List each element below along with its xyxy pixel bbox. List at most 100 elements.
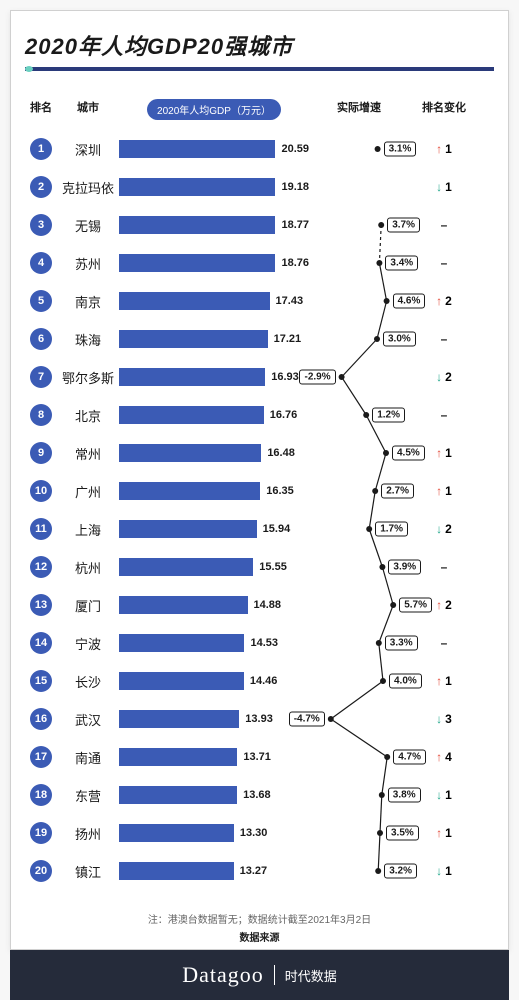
no-change-icon: – — [441, 560, 448, 574]
rank-cell: 3 — [25, 214, 57, 236]
gdp-value: 13.68 — [243, 789, 271, 801]
change-cell: ↓1 — [409, 180, 479, 194]
no-change-icon: – — [441, 636, 448, 650]
change-value: 1 — [445, 180, 452, 194]
city-name: 杭州 — [57, 558, 119, 577]
gdp-bar — [119, 558, 253, 576]
gdp-value: 13.27 — [240, 865, 268, 877]
bar-wrap: 17.43 — [119, 292, 309, 310]
gdp-bar — [119, 520, 257, 538]
table-row: 10广州16.352.7%↑1 — [25, 472, 494, 510]
gdp-value: 15.55 — [259, 561, 287, 573]
gdp-bar — [119, 786, 237, 804]
bar-wrap: 15.94 — [119, 520, 309, 538]
gdp-value: 13.71 — [243, 751, 271, 763]
bar-cell: 19.18 — [119, 178, 309, 196]
bar-cell: 13.93 — [119, 710, 309, 728]
bar-wrap: 14.53 — [119, 634, 309, 652]
city-name: 无锡 — [57, 216, 119, 235]
change-value: 1 — [445, 826, 452, 840]
change-cell: ↓2 — [409, 370, 479, 384]
rank-badge: 7 — [30, 366, 52, 388]
city-cell: 克拉玛依 — [57, 178, 119, 197]
hdr-city: 城市 — [57, 99, 119, 120]
bar-wrap: 19.18 — [119, 178, 309, 196]
change-cell: – — [409, 332, 479, 346]
city-cell: 南通 — [57, 748, 119, 767]
rank-badge: 3 — [30, 214, 52, 236]
city-cell: 宁波 — [57, 634, 119, 653]
rank-badge: 11 — [30, 518, 52, 540]
city-name: 南通 — [57, 748, 119, 767]
change-value: 1 — [445, 674, 452, 688]
rank-cell: 8 — [25, 404, 57, 426]
rank-badge: 8 — [30, 404, 52, 426]
rank-cell: 2 — [25, 176, 57, 198]
bar-cell: 13.68 — [119, 786, 309, 804]
city-cell: 扬州 — [57, 824, 119, 843]
table-row: 16武汉13.93-4.7%↓3 — [25, 700, 494, 738]
arrow-down-icon: ↓ — [436, 712, 442, 726]
footer-brand: Datagoo — [182, 962, 264, 988]
gdp-value: 16.93 — [271, 371, 299, 383]
change-value: 1 — [445, 484, 452, 498]
arrow-up-icon: ↑ — [436, 750, 442, 764]
gdp-bar — [119, 330, 268, 348]
bar-cell: 13.30 — [119, 824, 309, 842]
title-underline — [25, 67, 494, 71]
change-cell: ↓1 — [409, 864, 479, 878]
bar-wrap: 13.68 — [119, 786, 309, 804]
bar-cell: 16.76 — [119, 406, 309, 424]
arrow-up-icon: ↑ — [436, 598, 442, 612]
arrow-up-icon: ↑ — [436, 142, 442, 156]
column-headers: 排名 城市 2020年人均GDP（万元） 实际增速 排名变化 — [25, 99, 494, 120]
table-row: 20镇江13.273.2%↓1 — [25, 852, 494, 890]
gdp-bar — [119, 482, 260, 500]
city-name: 深圳 — [57, 140, 119, 159]
hdr-growth: 实际增速 — [309, 99, 409, 120]
bar-wrap: 16.48 — [119, 444, 309, 462]
change-cell: – — [409, 636, 479, 650]
footer-bar: Datagoo 时代数据 — [10, 950, 509, 1000]
hdr-change: 排名变化 — [409, 99, 479, 120]
city-name: 常州 — [57, 444, 119, 463]
arrow-up-icon: ↑ — [436, 826, 442, 840]
table-row: 1深圳20.593.1%↑1 — [25, 130, 494, 168]
gdp-value: 13.93 — [245, 713, 273, 725]
bar-wrap: 15.55 — [119, 558, 309, 576]
city-name: 苏州 — [57, 254, 119, 273]
gdp-bar — [119, 710, 239, 728]
city-cell: 南京 — [57, 292, 119, 311]
no-change-icon: – — [441, 408, 448, 422]
gdp-value: 15.94 — [263, 523, 291, 535]
rank-cell: 12 — [25, 556, 57, 578]
change-value: 2 — [445, 370, 452, 384]
bar-wrap: 20.59 — [119, 140, 309, 158]
footnote-note: 注：港澳台数据暂无；数据统计截至2021年3月2日 — [25, 912, 494, 930]
rank-badge: 1 — [30, 138, 52, 160]
gdp-bar — [119, 634, 244, 652]
table-row: 17南通13.714.7%↑4 — [25, 738, 494, 776]
bar-wrap: 13.30 — [119, 824, 309, 842]
change-cell: ↑1 — [409, 826, 479, 840]
chart-title: 2020年人均GDP20强城市 — [25, 29, 494, 61]
table-row: 3无锡18.773.7%– — [25, 206, 494, 244]
table-row: 11上海15.941.7%↓2 — [25, 510, 494, 548]
change-cell: ↑1 — [409, 484, 479, 498]
bar-cell: 18.76 — [119, 254, 309, 272]
rank-badge: 16 — [30, 708, 52, 730]
city-name: 武汉 — [57, 710, 119, 729]
bar-cell: 14.53 — [119, 634, 309, 652]
arrow-up-icon: ↑ — [436, 446, 442, 460]
rank-badge: 10 — [30, 480, 52, 502]
rank-cell: 17 — [25, 746, 57, 768]
rank-badge: 14 — [30, 632, 52, 654]
rank-cell: 19 — [25, 822, 57, 844]
city-name: 鄂尔多斯 — [57, 368, 119, 387]
city-cell: 广州 — [57, 482, 119, 501]
gdp-bar — [119, 862, 234, 880]
gdp-bar — [119, 596, 248, 614]
footer-cn: 时代数据 — [285, 966, 337, 985]
rank-cell: 20 — [25, 860, 57, 882]
table-row: 18东营13.683.8%↓1 — [25, 776, 494, 814]
